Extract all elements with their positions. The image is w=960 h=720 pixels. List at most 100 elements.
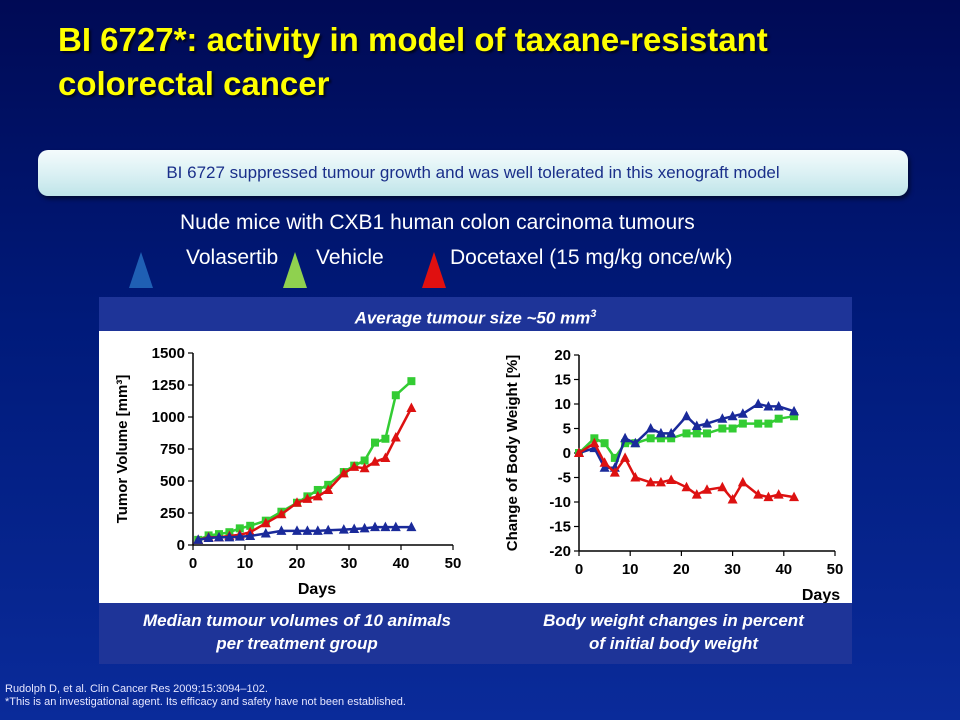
- caption-right-line1: Body weight changes in percent: [543, 611, 804, 630]
- x-axis-label: Days: [802, 587, 840, 603]
- data-point: [754, 419, 763, 428]
- data-point: [790, 412, 799, 421]
- x-tick-label: 30: [724, 561, 741, 578]
- data-point: [600, 439, 609, 448]
- results-panel: Average tumour size ~50 mm3 0 250 500 750 10…: [99, 297, 852, 664]
- data-point: [193, 534, 204, 544]
- data-point: [630, 437, 641, 448]
- data-point: [390, 521, 401, 532]
- data-point: [620, 452, 631, 462]
- legend-label-volasertib: Volasertib: [186, 246, 279, 269]
- legend-label-vehicle: Vehicle: [316, 246, 384, 269]
- legend-marker-volasertib: [129, 252, 153, 288]
- data-point: [349, 523, 360, 533]
- data-point: [589, 437, 600, 448]
- data-point: [738, 419, 747, 428]
- caption-left-line2: per treatment group: [216, 634, 378, 653]
- x-tick-label: 50: [827, 561, 844, 578]
- y-tick-label: 1500: [152, 345, 185, 362]
- data-point: [702, 418, 712, 428]
- data-point: [728, 424, 737, 433]
- data-point: [323, 484, 334, 494]
- data-point: [224, 531, 235, 542]
- data-point: [359, 522, 370, 533]
- data-point: [338, 524, 349, 534]
- panel-header-superscript: 3: [590, 308, 597, 320]
- data-point: [763, 400, 774, 411]
- panel-header: Average tumour size ~50 mm3: [99, 297, 852, 333]
- data-point: [666, 427, 677, 438]
- data-point: [349, 461, 360, 471]
- data-point: [703, 429, 711, 438]
- data-point: [702, 484, 712, 494]
- data-point: [621, 439, 630, 448]
- y-tick-label: 1250: [152, 377, 185, 394]
- data-point: [313, 485, 322, 494]
- data-point: [630, 472, 641, 482]
- data-point: [406, 402, 417, 413]
- data-point: [407, 377, 416, 386]
- x-tick-label: 40: [393, 555, 410, 572]
- data-point: [302, 525, 313, 535]
- data-point: [312, 490, 323, 501]
- y-tick-label: 10: [554, 396, 571, 413]
- data-point: [655, 427, 666, 438]
- y-tick-label: 5: [563, 421, 571, 438]
- data-point: [610, 453, 619, 462]
- data-point: [381, 434, 390, 443]
- key-message-banner: BI 6727 suppressed tumour growth and was…: [38, 150, 908, 196]
- x-axis-label: Days: [298, 581, 336, 598]
- legend-label-docetaxel: Docetaxel (15 mg/kg once/wk): [450, 246, 733, 269]
- body-weight-chart: -20 -15 -10 -5 0 5 10 15 20 0 10 20 30 40 50 Days Change…: [504, 347, 844, 603]
- data-point: [718, 424, 727, 433]
- x-tick-label: 50: [445, 555, 462, 572]
- x-tick-label: 0: [575, 561, 583, 578]
- data-point: [391, 391, 400, 400]
- data-point: [371, 438, 379, 447]
- data-point: [681, 481, 692, 492]
- x-tick-label: 30: [341, 555, 358, 572]
- data-point: [773, 400, 784, 411]
- data-point: [655, 476, 666, 487]
- data-point: [245, 530, 256, 541]
- data-point: [359, 462, 370, 473]
- data-point: [276, 525, 287, 535]
- data-point: [360, 456, 369, 465]
- x-tick-label: 0: [189, 555, 197, 572]
- study-subtitle: Nude mice with CXB1 human colon carcinom…: [180, 211, 695, 234]
- data-point: [692, 429, 701, 438]
- y-tick-label: 500: [160, 473, 185, 490]
- data-point: [599, 462, 610, 472]
- y-tick-label: -20: [549, 543, 571, 560]
- y-tick-label: 250: [160, 505, 185, 522]
- data-point: [763, 491, 774, 502]
- data-point: [292, 525, 302, 535]
- footnote: *This is an investigational agent. Its e…: [5, 696, 406, 708]
- legend-marker-docetaxel: [422, 252, 446, 288]
- references: Rudolph D, et al. Clin Cancer Res 2009;1…: [5, 683, 406, 709]
- data-point: [682, 429, 691, 438]
- data-point: [370, 521, 380, 532]
- caption-right: Body weight changes in percent of initia…: [495, 609, 852, 655]
- y-axis-label: Change of Body Weight [%]: [504, 355, 521, 551]
- data-point: [753, 398, 764, 408]
- panel-header-text: Average tumour size ~50 mm: [354, 308, 591, 328]
- data-point: [727, 494, 738, 504]
- y-tick-label: 15: [554, 372, 571, 389]
- data-point: [691, 420, 702, 431]
- data-point: [717, 413, 728, 423]
- data-point: [789, 405, 800, 416]
- data-point: [764, 419, 773, 428]
- data-point: [234, 531, 245, 541]
- data-point: [323, 524, 334, 535]
- data-point: [370, 456, 380, 466]
- data-point: [574, 447, 584, 457]
- data-point: [667, 434, 676, 443]
- data-point: [406, 521, 417, 532]
- data-point: [773, 489, 784, 499]
- data-point: [292, 497, 302, 507]
- y-tick-label: 20: [554, 347, 571, 364]
- data-point: [246, 521, 255, 530]
- panel-footer: Median tumour volumes of 10 animals per …: [99, 603, 852, 664]
- data-point: [681, 410, 692, 421]
